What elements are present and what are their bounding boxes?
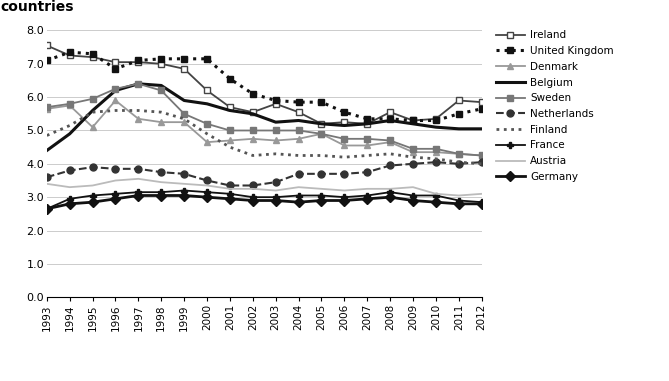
Text: countries: countries — [0, 0, 74, 14]
Legend: Ireland, United Kingdom, Denmark, Belgium, Sweden, Netherlands, Finland, France,: Ireland, United Kingdom, Denmark, Belgiu… — [496, 30, 613, 182]
